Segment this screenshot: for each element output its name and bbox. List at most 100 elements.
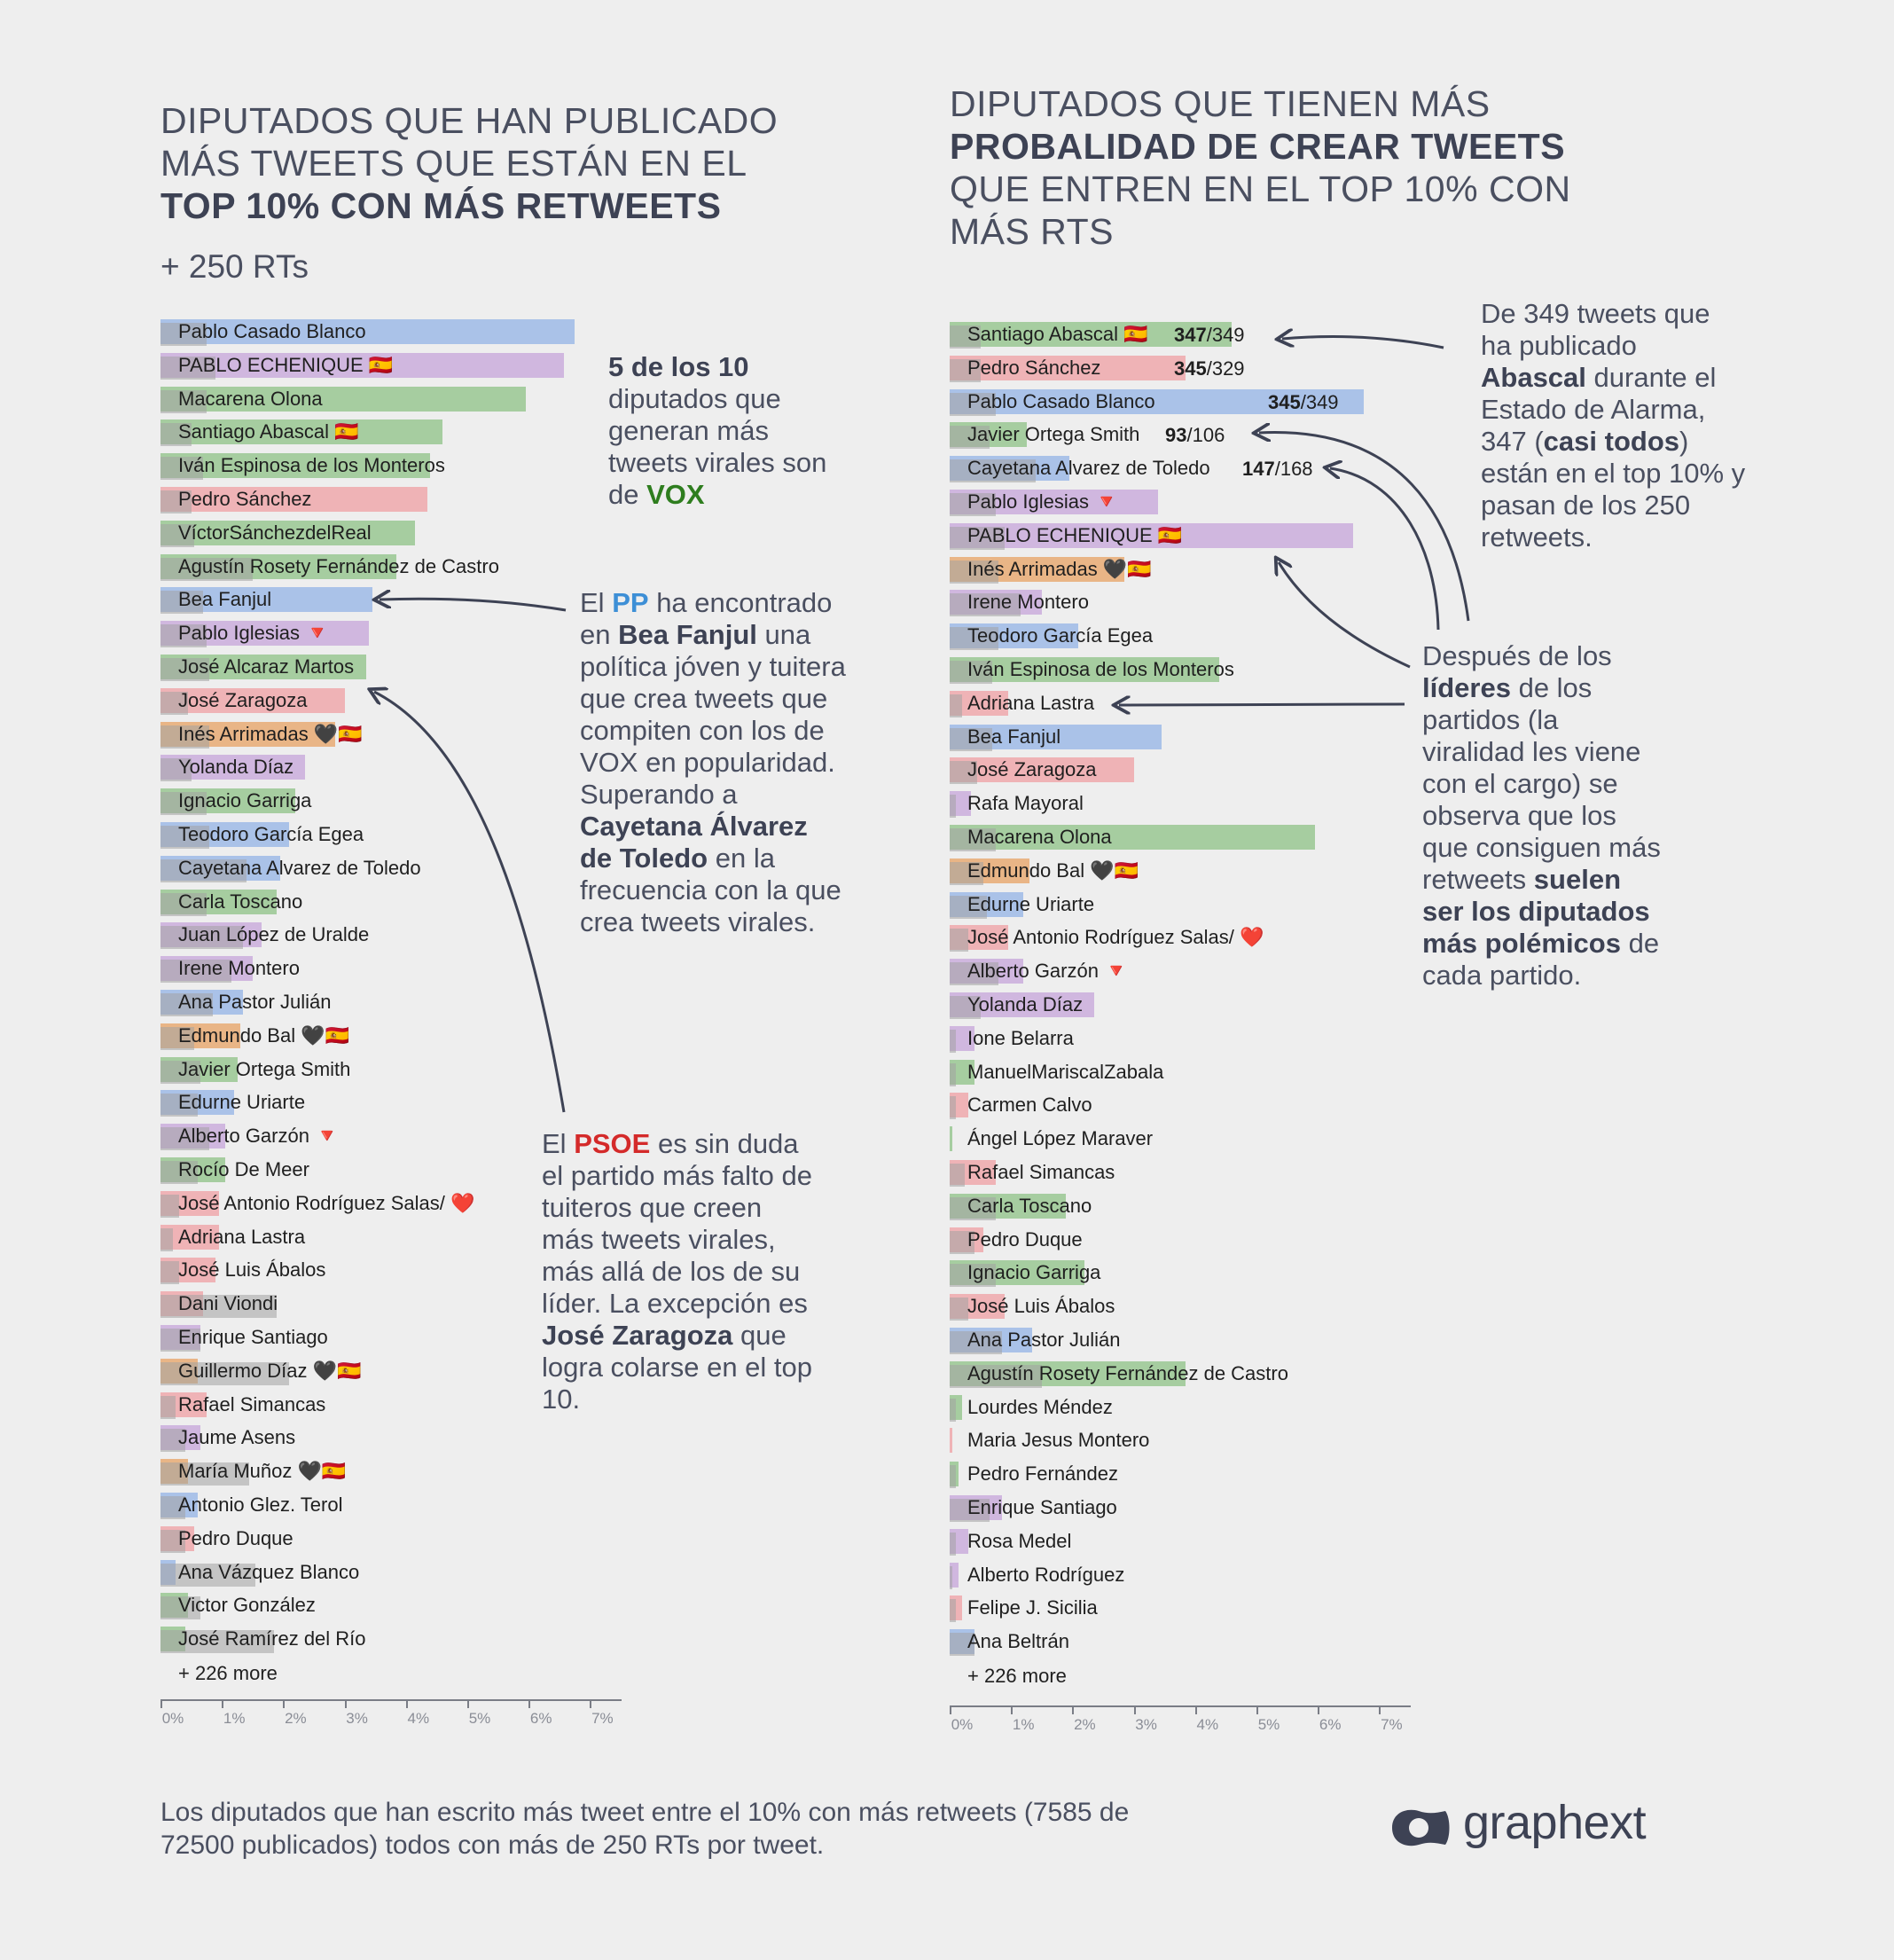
note-psoe-party: PSOE	[574, 1128, 651, 1159]
secondary-bar	[160, 557, 253, 581]
bar	[160, 487, 428, 512]
secondary-bar	[160, 960, 231, 984]
bar-label: Santiago Abascal 🇪🇸	[967, 323, 1148, 345]
bar-label: VíctorSánchezdelReal	[178, 521, 372, 544]
note-pp-d: una política jóven y tuitera que crea tw…	[580, 619, 846, 810]
right-bar-chart: Santiago Abascal 🇪🇸 Pedro Sánchez Pablo Ca…	[950, 322, 1411, 1741]
bar-row: Pablo Iglesias 🔻	[160, 621, 622, 648]
x-tick-label: 2%	[1074, 1716, 1096, 1733]
secondary-bar	[160, 1395, 176, 1419]
bar-row: VíctorSánchezdelReal	[160, 520, 622, 547]
x-tick-label: 4%	[1196, 1716, 1219, 1733]
bar-label: José Alcaraz Martos	[178, 655, 355, 678]
secondary-bar	[160, 1261, 179, 1285]
note-abascal-a: De 349 tweets que ha publicado	[1481, 298, 1710, 361]
note-psoe: El PSOE es sin duda el partido más falto…	[542, 1128, 817, 1415]
x-tick	[405, 1699, 408, 1708]
x-axis	[950, 1705, 1411, 1707]
bar-label: José Antonio Rodríguez Salas/ ❤️	[178, 1191, 475, 1214]
secondary-bar	[160, 1227, 173, 1251]
bar-row: Pedro Sánchez	[950, 355, 1411, 382]
bar-row: Carmen Calvo	[950, 1093, 1411, 1120]
secondary-bar	[160, 1361, 290, 1385]
bar-label: PABLO ECHENIQUE 🇪🇸	[178, 353, 394, 376]
note-lideres: Después de los líderes de los partidos (…	[1422, 640, 1662, 992]
secondary-bar	[160, 423, 192, 447]
bar-row: Iván Espinosa de los Monteros	[160, 453, 622, 481]
note-vox: 5 de los 10 diputados que generan más tw…	[608, 351, 848, 511]
left-title-line-1: DIPUTADOS QUE HAN PUBLICADO	[160, 100, 779, 141]
secondary-bar	[160, 993, 213, 1016]
bar-label: Alberto Garzón 🔻	[967, 960, 1129, 983]
bar-row: Bea Fanjul	[160, 587, 622, 615]
bar-label: Rocío De Meer	[178, 1158, 309, 1180]
note-pp: El PP ha encontrado en Bea Fanjul una po…	[580, 587, 846, 938]
bar-row: Agustín Rosety Fernández de Castro	[160, 553, 622, 581]
note-pp-e: Cayetana Álvarez de Toledo	[580, 811, 808, 874]
secondary-bar	[160, 1194, 179, 1218]
x-tick-label: 7%	[1381, 1716, 1403, 1733]
bar-row: ManuelMariscalZabala	[950, 1059, 1411, 1086]
bar-row: Pedro Fernández	[950, 1462, 1411, 1489]
bar-label: Yolanda Díaz	[178, 756, 294, 779]
bar-label: Irene Montero	[967, 591, 1089, 614]
secondary-bar	[160, 826, 210, 849]
bar-row: Macarena Olona	[950, 825, 1411, 851]
bar-label: María Muñoz 🖤🇪🇸	[178, 1460, 347, 1483]
bar-label: Pedro Duque	[967, 1227, 1083, 1250]
bar-label: Yolanda Díaz	[967, 993, 1084, 1015]
graphext-logo-icon	[1392, 1809, 1450, 1846]
bar-label: Antonio Glez. Terol	[178, 1494, 343, 1516]
bar	[160, 419, 443, 445]
secondary-bar	[950, 828, 996, 851]
bar-label: Cayetana Alvarez de Toledo	[178, 856, 421, 879]
x-axis	[160, 1699, 622, 1701]
bar-row: Edmundo Bal 🖤🇪🇸	[160, 1023, 622, 1050]
bar-label: Ana Vázquez Blanco	[178, 1560, 360, 1583]
secondary-bar	[950, 727, 993, 751]
bar-row: Inés Arrimadas 🖤🇪🇸	[160, 721, 622, 749]
secondary-bar	[160, 691, 189, 715]
bar-label: ManuelMariscalZabala	[967, 1060, 1164, 1083]
secondary-bar	[950, 1465, 956, 1489]
bar-row: Pablo Iglesias 🔻	[950, 490, 1411, 516]
bar-label: PABLO ECHENIQUE 🇪🇸	[967, 523, 1183, 546]
x-tick	[1318, 1705, 1320, 1714]
x-tick-label: 6%	[1319, 1716, 1342, 1733]
secondary-bar	[950, 1196, 996, 1220]
bar	[950, 825, 1315, 850]
x-tick-label: 3%	[1135, 1716, 1157, 1733]
secondary-bar	[950, 1398, 956, 1422]
note-abascal: De 349 tweets que ha publicado Abascal d…	[1481, 298, 1747, 553]
bar-row: Lourdes Méndez	[950, 1394, 1411, 1422]
note-pp-party: PP	[612, 587, 649, 618]
bar-row: Ana Vázquez Blanco	[160, 1559, 622, 1587]
bar-row: José Alcaraz Martos	[160, 655, 622, 681]
secondary-bar	[950, 426, 990, 450]
secondary-bar	[950, 1499, 990, 1522]
secondary-bar	[160, 1529, 185, 1553]
x-tick	[1194, 1705, 1197, 1714]
bar-label: Bea Fanjul	[967, 725, 1061, 748]
graphext-logo-text: graphext	[1463, 1796, 1647, 1849]
right-chart-title: DIPUTADOS QUE TIENEN MÁS PROBALIDAD DE C…	[950, 82, 1624, 253]
bar-label: Maria Jesus Montero	[967, 1429, 1150, 1452]
bar-row: José Luis Ábalos	[160, 1258, 622, 1285]
bar-row: Rosa Medel	[950, 1528, 1411, 1556]
more-label: + 226 more	[178, 1662, 278, 1684]
secondary-bar	[160, 1563, 256, 1587]
secondary-bar	[160, 1496, 185, 1519]
bar-label: Javier Ortega Smith	[178, 1057, 351, 1080]
bar-row: Alberto Garzón 🔻	[950, 959, 1411, 986]
x-tick-label: 4%	[407, 1710, 430, 1727]
bar-label: Enrique Santiago	[967, 1496, 1117, 1518]
note-lideres-a: Después de los	[1422, 640, 1612, 671]
bar-label: Edmundo Bal 🖤🇪🇸	[967, 858, 1139, 882]
bar-row: Agustín Rosety Fernández de Castro	[950, 1360, 1411, 1388]
note-psoe-d: que logra colarse en el top 10.	[542, 1320, 813, 1415]
bar	[160, 520, 416, 545]
note-psoe-c: José Zaragoza	[542, 1320, 733, 1351]
secondary-bar	[160, 1596, 200, 1620]
secondary-bar	[950, 593, 1021, 617]
bar-row: José Zaragoza	[160, 687, 622, 715]
